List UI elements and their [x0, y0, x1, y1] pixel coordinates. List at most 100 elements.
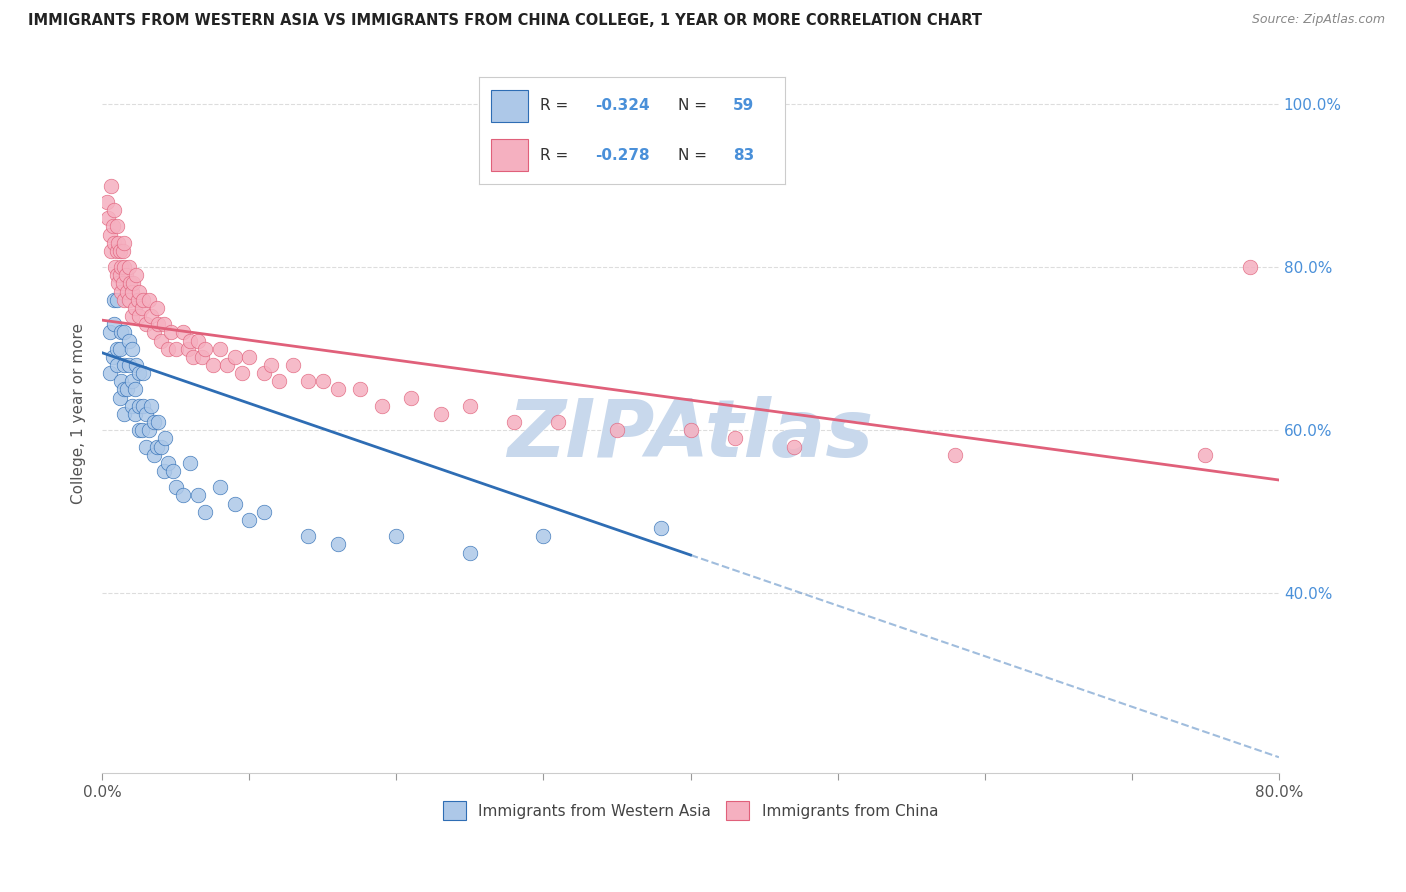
Point — [103, 203, 125, 218]
Point — [112, 383, 135, 397]
Point — [108, 391, 131, 405]
Point — [132, 366, 155, 380]
Point — [176, 342, 198, 356]
Point — [108, 244, 131, 258]
Point — [458, 399, 481, 413]
Point — [172, 326, 194, 340]
Point — [124, 407, 146, 421]
Point — [231, 366, 253, 380]
Point — [208, 342, 231, 356]
Point — [1239, 260, 1261, 275]
Text: Source: ZipAtlas.com: Source: ZipAtlas.com — [1251, 13, 1385, 27]
Point — [128, 309, 150, 323]
Point — [139, 309, 162, 323]
Point — [98, 227, 121, 242]
Point — [128, 285, 150, 299]
Point — [547, 415, 569, 429]
Point — [503, 415, 526, 429]
Point — [131, 301, 153, 315]
Point — [132, 399, 155, 413]
Point — [112, 358, 135, 372]
Point — [253, 505, 276, 519]
Point — [139, 399, 162, 413]
Point — [112, 407, 135, 421]
Point — [111, 244, 134, 258]
Point — [208, 480, 231, 494]
Point — [606, 423, 628, 437]
Point — [160, 326, 183, 340]
Point — [120, 277, 142, 291]
Point — [105, 342, 128, 356]
Point — [121, 309, 143, 323]
Point — [98, 326, 121, 340]
Point — [650, 521, 672, 535]
Point — [105, 293, 128, 307]
Point — [121, 342, 143, 356]
Point — [142, 415, 165, 429]
Point — [187, 334, 209, 348]
Point — [153, 317, 176, 331]
Point — [96, 194, 118, 209]
Point — [138, 423, 160, 437]
Point — [238, 513, 260, 527]
Point — [104, 260, 127, 275]
Point — [128, 399, 150, 413]
Point — [191, 350, 214, 364]
Point — [121, 399, 143, 413]
Point — [135, 440, 157, 454]
Point — [112, 326, 135, 340]
Point — [110, 285, 132, 299]
Point — [253, 366, 276, 380]
Point — [153, 464, 176, 478]
Point — [115, 383, 138, 397]
Point — [1194, 448, 1216, 462]
Point — [128, 366, 150, 380]
Point — [145, 301, 167, 315]
Point — [150, 440, 173, 454]
Point — [107, 277, 129, 291]
Point — [187, 488, 209, 502]
Point — [105, 268, 128, 283]
Point — [135, 317, 157, 331]
Point — [103, 317, 125, 331]
Point — [165, 342, 187, 356]
Point — [107, 235, 129, 250]
Point — [183, 350, 205, 364]
Point — [112, 235, 135, 250]
Point — [370, 399, 392, 413]
Point — [326, 383, 349, 397]
Point — [172, 488, 194, 502]
Point — [100, 178, 122, 193]
Point — [103, 293, 125, 307]
Point — [122, 277, 145, 291]
Point — [115, 285, 138, 299]
Point — [105, 244, 128, 258]
Point — [297, 529, 319, 543]
Point — [224, 350, 246, 364]
Point — [112, 293, 135, 307]
Point — [179, 334, 201, 348]
Point — [179, 456, 201, 470]
Text: ZIPAtlas: ZIPAtlas — [508, 396, 873, 475]
Point — [103, 235, 125, 250]
Point — [98, 366, 121, 380]
Point — [399, 391, 422, 405]
Point — [458, 545, 481, 559]
Point — [267, 374, 290, 388]
Point — [194, 505, 217, 519]
Point — [132, 293, 155, 307]
Point — [135, 407, 157, 421]
Point — [127, 293, 149, 307]
Point — [224, 497, 246, 511]
Point — [118, 293, 141, 307]
Point — [124, 383, 146, 397]
Point — [201, 358, 224, 372]
Point — [782, 440, 804, 454]
Point — [125, 268, 148, 283]
Point — [385, 529, 408, 543]
Point — [217, 358, 239, 372]
Point — [121, 374, 143, 388]
Point — [111, 277, 134, 291]
Point — [943, 448, 966, 462]
Point — [146, 415, 169, 429]
